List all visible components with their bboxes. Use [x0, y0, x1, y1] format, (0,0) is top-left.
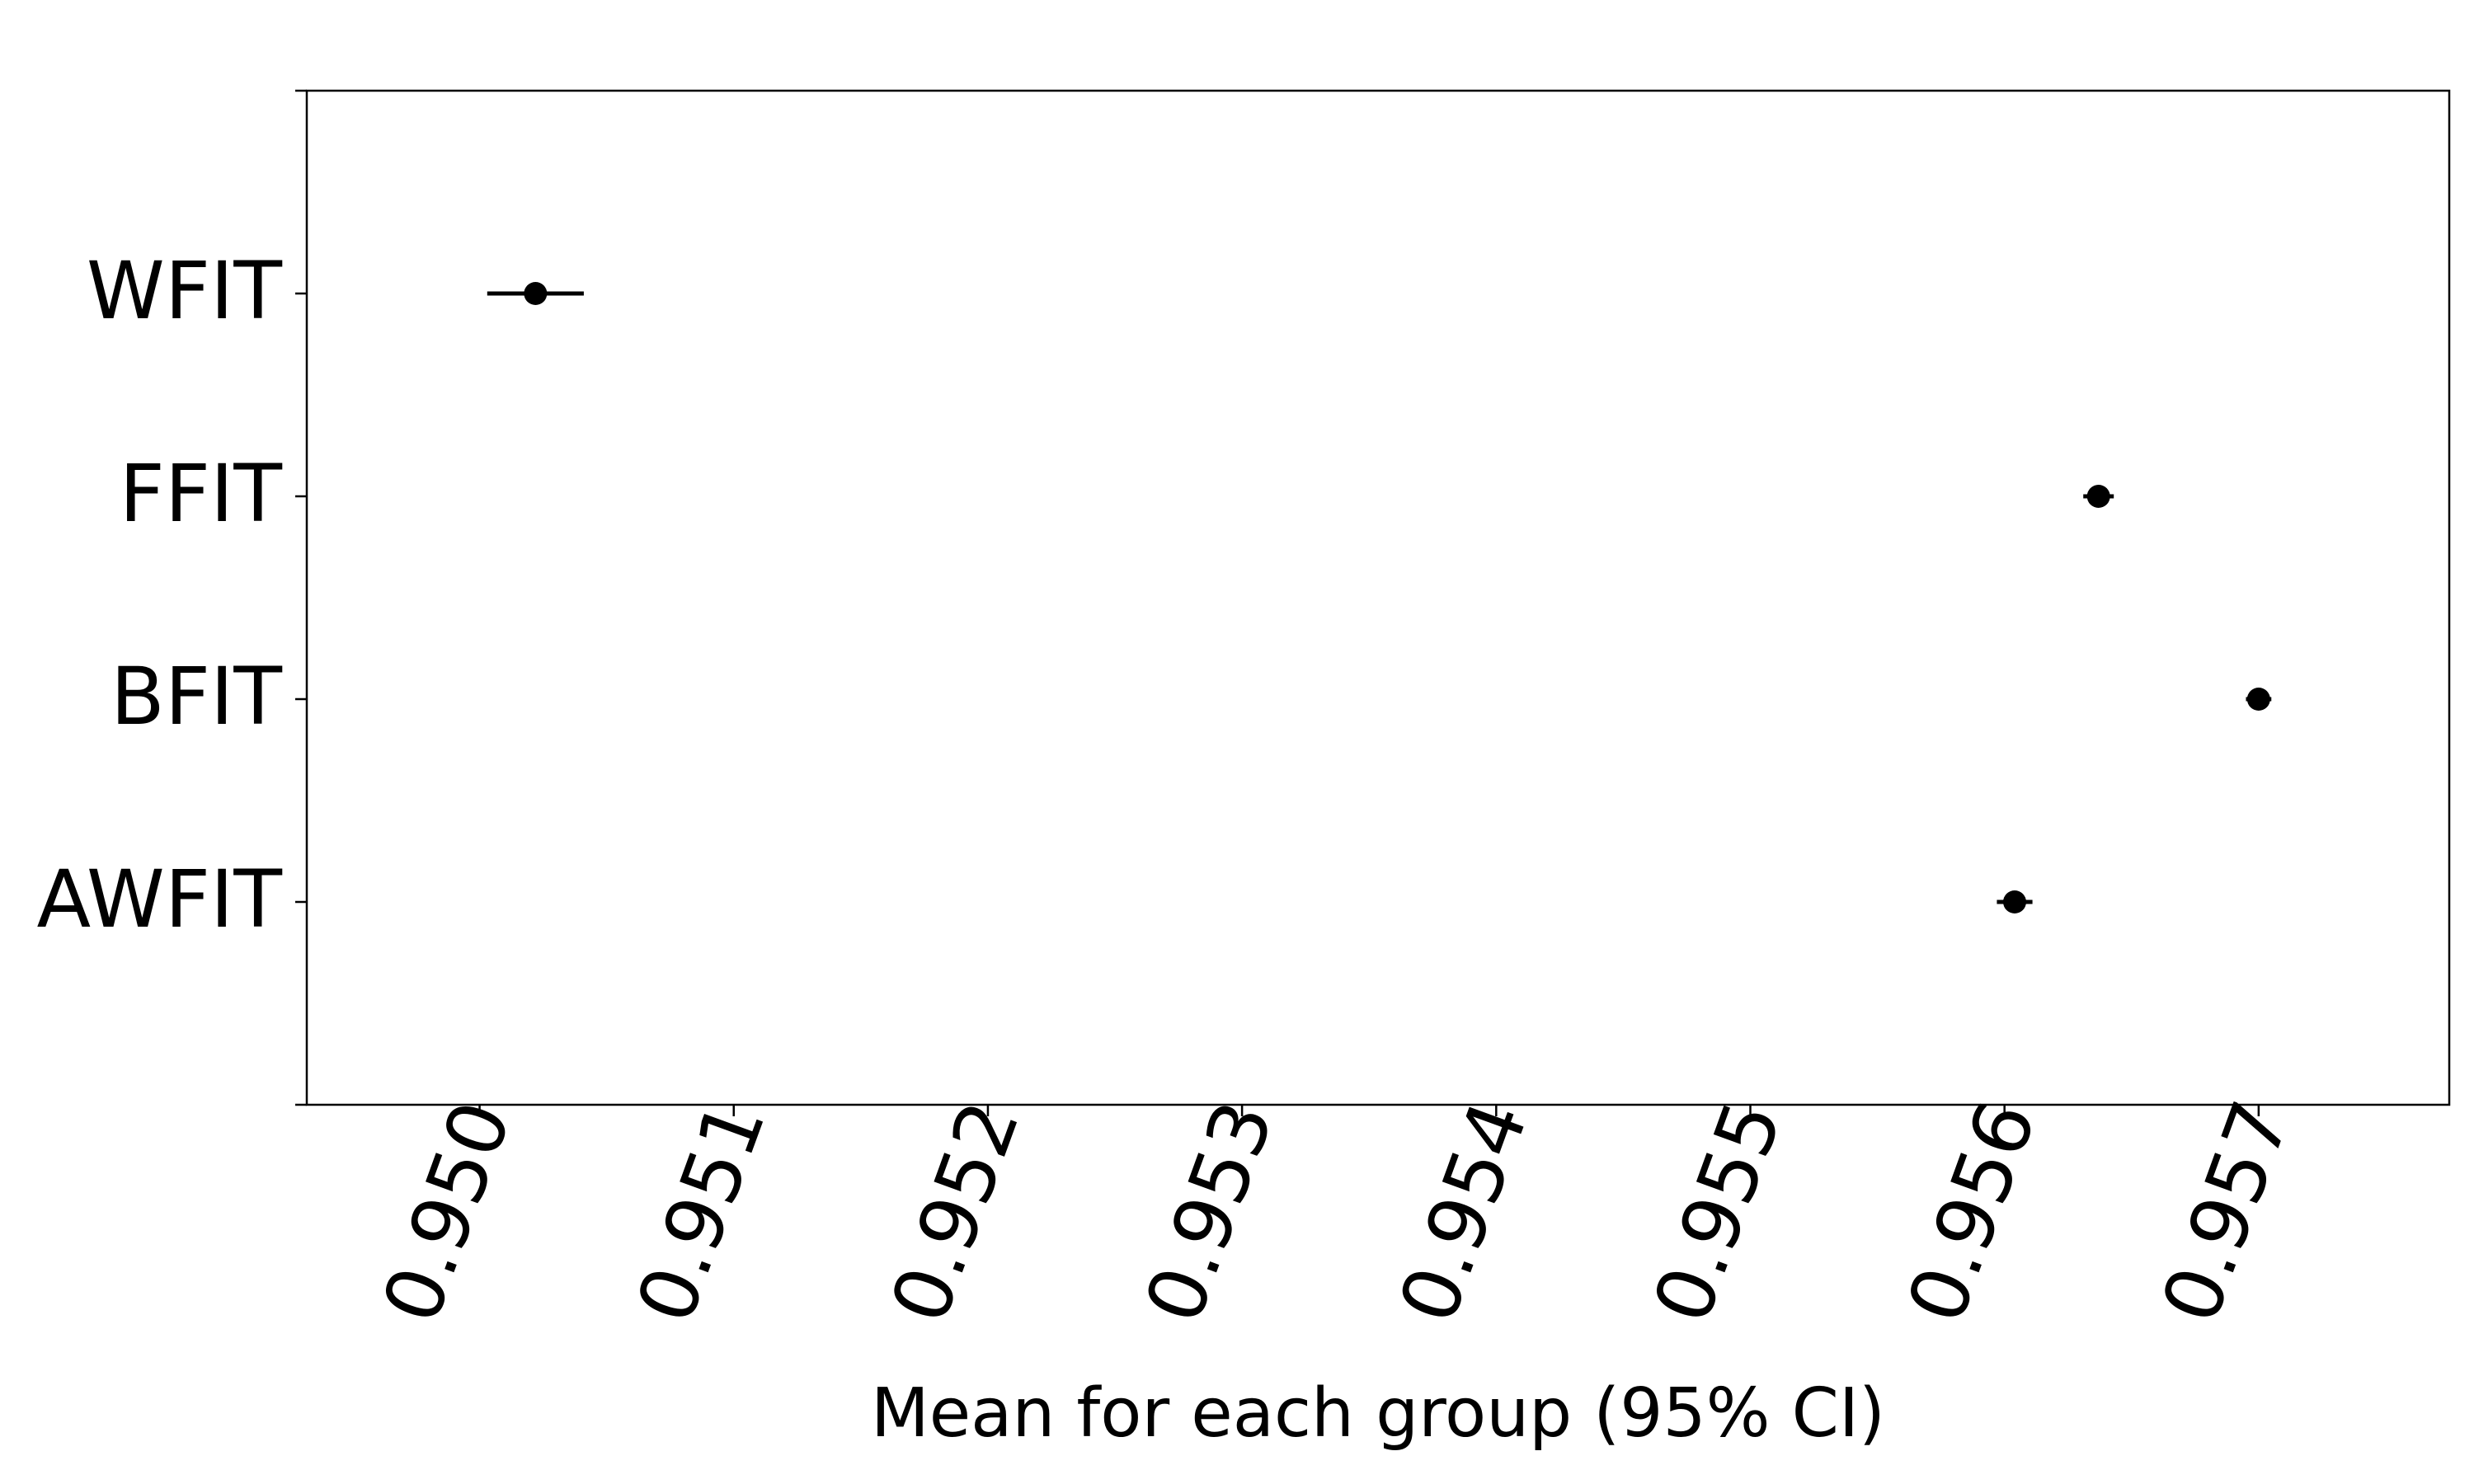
- y-tick-label: WFIT: [87, 245, 282, 337]
- plot-frame: [305, 89, 2451, 1106]
- mean-point: [2246, 688, 2270, 711]
- y-axis: WFIT FFIT BFIT AWFIT: [36, 89, 307, 1106]
- y-tick-label: BFIT: [111, 650, 282, 743]
- mean-point: [524, 282, 548, 305]
- y-tick-label: FFIT: [120, 448, 283, 540]
- data-marks: [487, 282, 2272, 913]
- y-tick-label: AWFIT: [36, 853, 282, 946]
- x-axis-label: Mean for each group (95% CI): [871, 1374, 1885, 1453]
- mean-point: [2003, 890, 2027, 913]
- mean-point: [2086, 485, 2110, 508]
